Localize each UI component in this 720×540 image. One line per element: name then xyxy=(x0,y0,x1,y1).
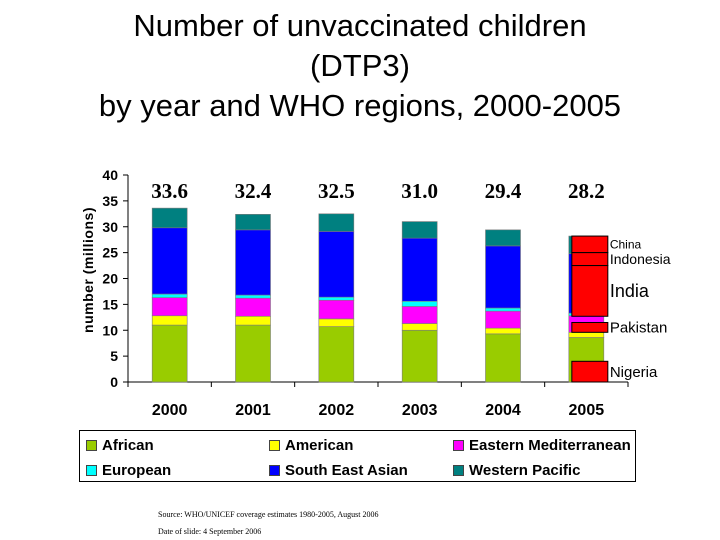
source-note: Source: WHO/UNICEF coverage estimates 19… xyxy=(158,510,379,519)
bar-segment-african xyxy=(318,326,355,383)
bar-segment-american xyxy=(235,315,271,326)
y-tick-label: 35 xyxy=(102,193,118,209)
bar-total-label: 32.4 xyxy=(235,179,272,203)
title-line-1: Number of unvaccinated children xyxy=(133,8,587,43)
annotation-label-nigeria: Nigeria xyxy=(610,364,658,381)
x-tick-label: 2003 xyxy=(402,402,438,419)
bar-segment-american xyxy=(485,327,521,335)
y-tick-label: 20 xyxy=(102,271,118,287)
bar-segment-eastern-mediterranean xyxy=(235,297,271,317)
chart-bars xyxy=(151,207,605,383)
legend-swatch-western-pacific xyxy=(453,465,464,476)
y-tick-label: 5 xyxy=(110,348,118,364)
y-tick-label: 15 xyxy=(102,296,118,312)
title-line-2: (DTP3) xyxy=(310,48,410,83)
bar-segment-south-east-asian xyxy=(485,245,521,309)
chart-labels: 2000 33.6 2001 32.4 2002 32.5 2003 31.0 2004 29.4… xyxy=(151,179,604,419)
annotation-box-indonesia xyxy=(571,252,609,267)
x-tick-label: 2002 xyxy=(319,402,355,419)
bar-segment-south-east-asian xyxy=(318,231,355,298)
legend-swatch-eastern-mediterranean xyxy=(453,440,464,451)
annotation-label-pakistan: Pakistan xyxy=(610,320,668,337)
slide-title: Number of unvaccinated children (DTP3) b… xyxy=(0,6,720,126)
bar-segment-african xyxy=(151,324,188,383)
bar-segment-european xyxy=(151,293,188,298)
bar-segment-european xyxy=(235,294,271,299)
legend-label-south-east-asian: South East Asian xyxy=(285,462,408,479)
annotation-box-pakistan xyxy=(571,321,609,333)
bar-segment-eastern-mediterranean xyxy=(151,297,188,317)
y-axis-label: number (millions) xyxy=(80,207,96,333)
bar-total-label: 29.4 xyxy=(485,179,522,203)
bar-segment-western-pacific xyxy=(235,214,271,231)
y-tick-label: 40 xyxy=(102,167,118,183)
bar-segment-south-east-asian xyxy=(151,227,188,295)
bar-segment-american xyxy=(401,323,438,331)
legend-label-african: African xyxy=(102,437,154,454)
bar-total-label: 32.5 xyxy=(318,179,355,203)
bar-segment-african xyxy=(485,333,521,383)
legend-label-european: European xyxy=(102,462,172,479)
legend-item-european: European xyxy=(86,462,171,479)
annotation-label-india: India xyxy=(610,281,650,301)
y-tick-label: 10 xyxy=(102,322,118,338)
legend-swatch-european xyxy=(86,465,97,476)
bar-segment-american xyxy=(318,318,355,327)
y-tick-label: 30 xyxy=(102,219,118,235)
legend-label-western-pacific: Western Pacific xyxy=(469,462,581,479)
bar-segment-south-east-asian xyxy=(235,229,271,296)
x-tick-label: 2001 xyxy=(235,402,271,419)
bar-segment-european xyxy=(318,296,355,301)
date-note: Date of slide: 4 September 2006 xyxy=(158,527,262,536)
legend-item-eastern-mediterranean: Eastern Mediterranean xyxy=(453,437,631,454)
legend-item-african: African xyxy=(86,437,154,454)
y-tick-label: 25 xyxy=(102,245,118,261)
annotation-box-nigeria xyxy=(571,360,609,383)
bar-segment-american xyxy=(568,332,605,338)
chart-axes: 0 5 10 15 20 25 30 35 40 xyxy=(102,167,629,390)
bar-segment-eastern-mediterranean xyxy=(485,310,521,329)
bar-segment-eastern-mediterranean xyxy=(318,299,355,320)
stacked-bar-chart: 0 5 10 15 20 25 30 35 40 2000 33.6 2001 32.4 2002 32.… xyxy=(80,167,671,419)
legend-item-south-east-asian: South East Asian xyxy=(269,462,408,479)
annotation-box-china xyxy=(571,235,609,254)
bar-segment-western-pacific xyxy=(151,207,188,229)
legend-swatch-south-east-asian xyxy=(269,465,280,476)
legend-label-american: American xyxy=(285,437,354,454)
legend-item-western-pacific: Western Pacific xyxy=(453,462,580,479)
bar-segment-western-pacific xyxy=(318,213,355,232)
x-tick-label: 2005 xyxy=(569,402,605,419)
annotation-label-indonesia: Indonesia xyxy=(610,251,671,267)
legend-item-american: American xyxy=(269,437,353,454)
chart-legend: African American Eastern Mediterranean E… xyxy=(79,430,636,482)
x-tick-label: 2000 xyxy=(152,402,188,419)
legend-label-eastern-mediterranean: Eastern Mediterranean xyxy=(469,437,631,454)
annotation-box-india xyxy=(571,265,609,317)
legend-swatch-african xyxy=(86,440,97,451)
x-tick-label: 2004 xyxy=(485,402,521,419)
y-tick-label: 0 xyxy=(110,374,118,390)
bar-segment-european xyxy=(485,307,521,312)
bar-segment-western-pacific xyxy=(401,221,438,239)
legend-swatch-american xyxy=(269,440,280,451)
bar-segment-european xyxy=(401,300,438,307)
bar-total-label: 33.6 xyxy=(151,179,188,203)
bar-segment-western-pacific xyxy=(485,229,521,247)
bar-total-label: 31.0 xyxy=(401,179,438,203)
bar-segment-african xyxy=(401,329,438,383)
bar-segment-american xyxy=(151,315,188,326)
bar-segment-african xyxy=(235,324,271,383)
title-line-3: by year and WHO regions, 2000-2005 xyxy=(98,88,622,123)
bar-segment-south-east-asian xyxy=(401,237,438,302)
bar-segment-eastern-mediterranean xyxy=(401,306,438,324)
annotation-label-china: China xyxy=(610,238,642,252)
bar-total-label: 28.2 xyxy=(568,179,605,203)
